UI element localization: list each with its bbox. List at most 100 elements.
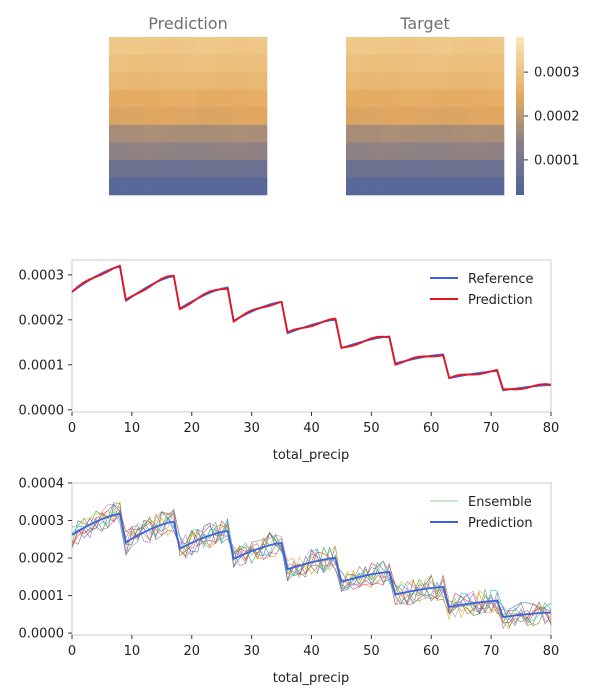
heatmap-prediction-cell <box>109 177 127 196</box>
heatmap-target-cell <box>398 107 417 126</box>
colorbar-gradient <box>516 37 524 195</box>
heatmap-prediction-cell <box>126 142 145 161</box>
heatmap-target-cell <box>433 124 452 143</box>
x-tick-label: 40 <box>303 644 320 659</box>
heatmap-prediction-cell <box>196 89 215 108</box>
heatmap-prediction-cell <box>196 107 215 126</box>
x-tick-label: 50 <box>363 421 380 436</box>
heatmap-target-cell <box>451 177 470 196</box>
heatmap-prediction-cell <box>179 72 198 90</box>
heatmap-prediction-cell <box>161 54 180 73</box>
heatmap-target-cell <box>398 159 417 178</box>
heatmap-target-cell <box>381 37 399 55</box>
heatmap-target-cell <box>346 177 364 196</box>
heatmap-target-cell <box>398 37 417 55</box>
heatmap-target-cell <box>346 37 364 55</box>
x-tick-label: 20 <box>183 421 200 436</box>
y-tick-label: 0.0000 <box>19 403 65 418</box>
legend-label-ensemble-prediction: Prediction <box>468 516 533 531</box>
heatmap-target-cell <box>381 142 399 161</box>
heatmap-target-cell <box>451 89 470 108</box>
heatmap-prediction-cell <box>214 72 233 90</box>
ensemble-member-line <box>71 502 552 628</box>
heatmap-target-cell <box>451 124 470 143</box>
heatmap-target-cell <box>486 54 505 73</box>
heatmap-target-cell <box>363 159 382 178</box>
heatmap-prediction-cell <box>214 177 233 196</box>
heatmap-target-cell <box>346 89 364 108</box>
heatmap-target-cell <box>381 177 399 196</box>
heatmap-target-cell <box>363 124 382 143</box>
heatmap-prediction-cell <box>126 159 145 178</box>
heatmap-prediction-cell <box>214 89 233 108</box>
heatmap-prediction-cell <box>144 177 162 196</box>
colorbar: 0.0001 0.0002 0.0003 <box>516 37 580 195</box>
heatmap-target-cell <box>416 159 435 178</box>
legend-label-reference: Reference <box>468 272 533 287</box>
heatmap-target-cell <box>416 37 435 55</box>
y-tick-label: 0.0003 <box>19 514 65 529</box>
ensemble-member-line <box>71 508 552 627</box>
legend-label-prediction: Prediction <box>468 293 533 308</box>
heatmap-target-cell <box>381 124 399 143</box>
y-tick-label: 0.0001 <box>19 358 65 373</box>
heatmap-prediction-cell <box>109 142 127 161</box>
heatmap-target-cell <box>433 107 452 126</box>
heatmap-prediction-cell <box>249 37 268 55</box>
heatmap-prediction-cell <box>214 37 233 55</box>
heatmap-target-cell <box>381 159 399 178</box>
heatmap-prediction-cell <box>249 54 268 73</box>
legend-label-ensemble: Ensemble <box>468 495 532 510</box>
heatmap-target-cell <box>451 72 470 90</box>
ensemble-member-line <box>71 511 552 622</box>
heatmap-prediction-cell <box>214 107 233 126</box>
heatmap-prediction-cell <box>249 72 268 90</box>
heatmap-prediction-cell <box>126 89 145 108</box>
heatmap-target-cell <box>363 142 382 161</box>
heatmap-target-cell <box>468 177 487 196</box>
heatmap-target-cell <box>468 107 487 126</box>
heatmap-target-cell <box>416 107 435 126</box>
heatmap-target-cell <box>346 124 364 143</box>
heatmap-target-cell <box>486 159 505 178</box>
heatmap-target-cell <box>346 72 364 90</box>
y-tick-label: 0.0001 <box>19 589 65 604</box>
heatmap-target-cell <box>381 89 399 108</box>
heatmap-prediction-cell <box>196 177 215 196</box>
heatmap-target-cell <box>416 124 435 143</box>
heatmap-target-cell <box>451 142 470 161</box>
heatmap-target-cell <box>363 107 382 126</box>
heatmap-prediction-cell <box>179 159 198 178</box>
heatmap-prediction-cell <box>109 72 127 90</box>
heatmap-target-cell <box>346 159 364 178</box>
heatmap-prediction-cell <box>144 54 162 73</box>
heatmap-target-cell <box>381 107 399 126</box>
heatmap-title-prediction: Prediction <box>148 14 227 33</box>
legend-1: Reference Prediction <box>430 272 533 308</box>
heatmap-prediction-cell <box>214 142 233 161</box>
heatmap-prediction-cell <box>196 124 215 143</box>
x-tick-label: 40 <box>303 421 320 436</box>
heatmap-prediction-cell <box>161 72 180 90</box>
heatmap-target-cell <box>433 37 452 55</box>
heatmap-target-cell <box>468 142 487 161</box>
heatmap-prediction-cell <box>126 107 145 126</box>
heatmap-prediction-cell <box>231 177 250 196</box>
heatmap-target-cell <box>346 142 364 161</box>
heatmap-prediction-cell <box>109 89 127 108</box>
heatmap-prediction-cell <box>126 72 145 90</box>
heatmap-target-cell <box>416 177 435 196</box>
heatmap-prediction-cell <box>144 124 162 143</box>
heatmap-prediction-cell <box>179 54 198 73</box>
heatmap-prediction-cell <box>249 159 268 178</box>
heatmap-target-cell <box>451 54 470 73</box>
colorbar-tick-label: 0.0002 <box>534 110 580 125</box>
heatmap-prediction-cell <box>109 159 127 178</box>
ensemble-chart: 0 10 20 30 40 50 60 70 80 0.0000 0.0001 0.0002 0.000… <box>19 477 560 687</box>
x-tick-label: 10 <box>124 644 141 659</box>
x-tick-label: 70 <box>483 421 500 436</box>
heatmap-target-cell <box>398 177 417 196</box>
heatmap-prediction-cell <box>179 124 198 143</box>
heatmap-prediction-cell <box>144 142 162 161</box>
